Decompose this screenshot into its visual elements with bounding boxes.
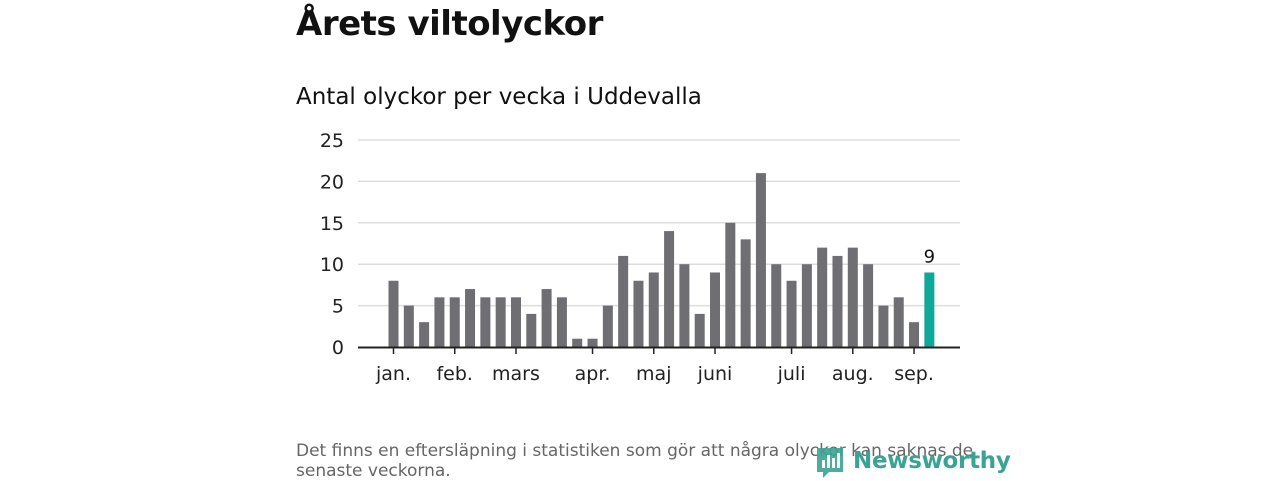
x-tick-label: sep. — [894, 363, 934, 385]
y-tick-label: 10 — [320, 254, 344, 276]
bar — [556, 297, 567, 347]
chart-subtitle: Antal olyckor per vecka i Uddevalla — [296, 84, 702, 110]
newsworthy-logo-icon — [817, 448, 843, 478]
bar — [495, 297, 506, 347]
bar — [832, 255, 843, 347]
bar — [664, 231, 675, 347]
bar — [740, 239, 751, 347]
bar — [403, 305, 414, 347]
bar — [924, 272, 935, 347]
bar — [465, 289, 476, 347]
bar — [878, 305, 889, 347]
bar — [419, 322, 430, 347]
bar — [817, 247, 828, 347]
bar — [434, 297, 445, 347]
bar — [510, 297, 521, 347]
bar — [725, 222, 736, 347]
brand-logo: Newsworthy — [815, 446, 1011, 480]
bar — [801, 264, 812, 347]
bar — [710, 272, 721, 347]
y-tick-label: 20 — [320, 171, 344, 193]
y-tick-label: 0 — [332, 337, 344, 359]
chart-title: Årets viltolyckor — [296, 4, 603, 44]
bar — [893, 297, 904, 347]
x-tick-label: jan. — [375, 363, 411, 385]
bar — [648, 272, 659, 347]
bar — [449, 297, 460, 347]
bar — [909, 322, 920, 347]
x-tick-label: mars — [492, 363, 540, 385]
y-axis-ticks: 0 5 10 15 20 25 — [320, 130, 344, 359]
bar — [541, 289, 552, 347]
bar — [679, 264, 690, 347]
x-tick-label: juni — [697, 363, 733, 385]
bar — [618, 255, 629, 347]
x-tick-label: maj — [636, 363, 671, 385]
bar — [755, 173, 766, 347]
bar — [526, 313, 537, 347]
x-tick-label: apr. — [575, 363, 611, 385]
data-labels: 9 — [924, 246, 935, 267]
x-axis-ticks: jan. feb. mars apr. maj juni juli aug. sep. — [358, 346, 960, 385]
y-tick-label: 15 — [320, 213, 344, 235]
highlight-value-label: 9 — [924, 246, 935, 267]
x-tick-label: aug. — [832, 363, 874, 385]
y-tick-label: 25 — [320, 130, 344, 152]
bar — [847, 247, 858, 347]
x-tick-label: feb. — [436, 363, 472, 385]
brand-name: Newsworthy — [853, 448, 1011, 474]
bar — [480, 297, 491, 347]
bar — [771, 264, 782, 347]
bars — [388, 173, 935, 347]
y-tick-label: 5 — [332, 296, 344, 318]
bar — [572, 338, 583, 347]
bar — [633, 280, 644, 347]
footnote: Det finns en eftersläpning i statistiken… — [296, 441, 974, 481]
bar — [694, 313, 705, 347]
bar — [587, 338, 598, 347]
bar — [388, 280, 399, 347]
x-tick-label: juli — [777, 363, 806, 385]
bar — [863, 264, 874, 347]
bar — [602, 305, 613, 347]
bar — [786, 280, 797, 347]
